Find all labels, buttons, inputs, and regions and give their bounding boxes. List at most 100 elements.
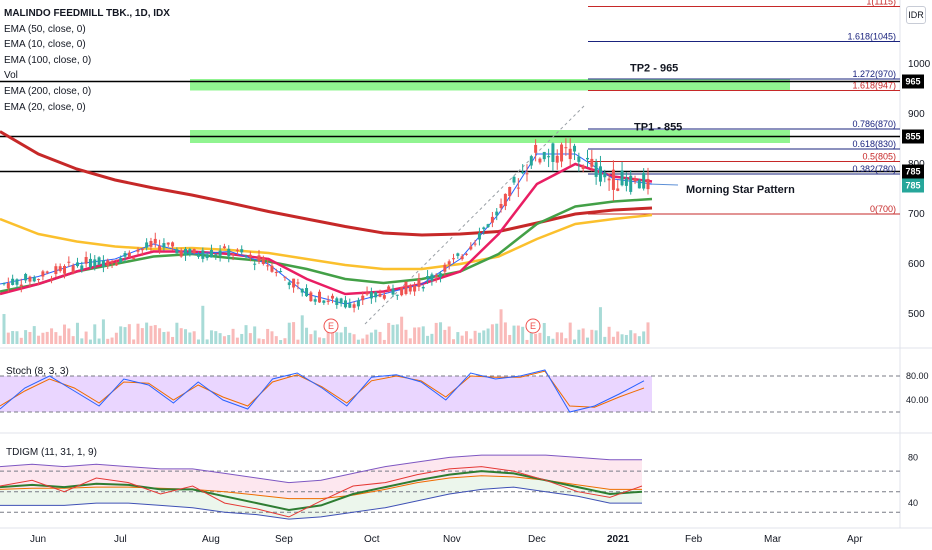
ema-line — [0, 213, 653, 271]
currency-button[interactable]: IDR — [906, 6, 926, 24]
candle-body — [434, 275, 438, 277]
legend-ema-50[interactable]: EMA (50, close, 0) — [4, 23, 86, 35]
candle-body — [93, 259, 97, 267]
y-tick-label: 1000 — [908, 59, 931, 70]
volume-bar — [322, 338, 326, 344]
candle-body — [525, 173, 529, 175]
candle-body — [67, 261, 71, 263]
volume-bar — [521, 326, 525, 344]
candle-body — [279, 271, 283, 273]
volume-bar — [153, 325, 157, 344]
candle-body — [343, 300, 347, 308]
volume-bar — [516, 325, 520, 344]
volume-bar — [231, 328, 235, 344]
volume-bar — [6, 332, 10, 344]
candle-body — [19, 284, 23, 287]
volume-bar — [413, 327, 417, 344]
legend-ema-10[interactable]: EMA (10, close, 0) — [4, 39, 86, 51]
volume-bar — [209, 330, 213, 344]
x-tick-label: Nov — [443, 534, 461, 545]
candle-body — [114, 263, 118, 266]
volume-bar — [430, 333, 434, 344]
tdigm-pane-label[interactable]: TDIGM (11, 31, 1, 9) — [6, 447, 97, 458]
volume-bar — [106, 338, 110, 344]
volume-bar — [136, 323, 140, 344]
candle-body — [590, 158, 594, 167]
volume-bar — [140, 328, 144, 344]
volume-bar — [179, 328, 183, 344]
candle-body — [473, 243, 477, 245]
volume-bar — [313, 330, 317, 344]
legend-ema-200[interactable]: EMA (200, close, 0) — [4, 85, 92, 97]
candle-body — [140, 248, 144, 251]
volume-bar — [633, 333, 637, 344]
candle-body — [374, 292, 378, 298]
volume-bar — [132, 339, 136, 344]
volume-bar — [620, 334, 624, 344]
candle-body — [71, 265, 75, 273]
volume-bar — [88, 339, 92, 344]
candle-body — [37, 279, 41, 281]
candle-body — [495, 211, 499, 216]
volume-bar — [490, 324, 494, 344]
candle-body — [439, 273, 443, 278]
candle-body — [235, 249, 239, 251]
candle-body — [594, 162, 598, 177]
candle-body — [460, 256, 464, 260]
candle-body — [477, 232, 481, 240]
volume-bar — [84, 331, 88, 344]
legend-vol[interactable]: Vol — [4, 70, 18, 82]
legend-ema-100[interactable]: EMA (100, close, 0) — [4, 54, 92, 66]
volume-bar — [50, 328, 54, 344]
legend-ema-20[interactable]: EMA (20, close, 0) — [4, 101, 86, 113]
volume-bar — [443, 329, 447, 344]
candle-body — [529, 156, 533, 166]
candle-body — [512, 176, 516, 183]
candle-body — [188, 248, 192, 255]
volume-bar — [58, 335, 62, 344]
candle-body — [452, 258, 456, 260]
volume-bar — [495, 323, 499, 344]
volume-bar — [542, 322, 546, 344]
candle-body — [560, 144, 564, 162]
candle-body — [585, 157, 589, 160]
stoch-tick-label: 80.00 — [906, 371, 929, 381]
candle-body — [15, 279, 19, 285]
candle-body — [196, 254, 200, 257]
tdigm-tick-label: 40 — [908, 498, 918, 508]
candle-body — [136, 249, 140, 252]
volume-bar — [41, 332, 45, 344]
volume-bar — [97, 338, 101, 344]
candle-body — [300, 288, 304, 293]
tdigm-line — [0, 486, 642, 520]
x-tick-label: Dec — [528, 534, 546, 545]
candle-body — [110, 261, 114, 264]
x-tick-label: Apr — [847, 534, 863, 545]
candle-body — [555, 155, 559, 163]
volume-bar — [508, 334, 512, 344]
candle-body — [516, 187, 520, 189]
candle-body — [490, 216, 494, 223]
volume-bar — [594, 330, 598, 344]
tp1-annotation: TP1 - 855 — [634, 122, 682, 134]
candle-body — [637, 180, 641, 189]
stoch-pane-label[interactable]: Stoch (8, 3, 3) — [6, 366, 69, 377]
fib-level-label: 0.786(870) — [852, 119, 896, 129]
volume-bar — [309, 334, 313, 344]
volume-bar — [581, 328, 585, 344]
candle-body — [369, 291, 373, 299]
candle-body — [607, 178, 611, 181]
price-tag-label: 855 — [905, 132, 920, 142]
candle-body — [577, 156, 581, 162]
volume-bar — [240, 333, 244, 344]
volume-bar — [590, 329, 594, 344]
volume-bar — [205, 339, 209, 344]
candle-body — [218, 250, 222, 256]
price-tag-label: 785 — [905, 181, 920, 191]
volume-bar — [646, 322, 650, 344]
volume-bar — [343, 326, 347, 344]
volume-bar — [352, 334, 356, 344]
volume-bar — [248, 333, 252, 344]
volume-bar — [166, 331, 170, 344]
